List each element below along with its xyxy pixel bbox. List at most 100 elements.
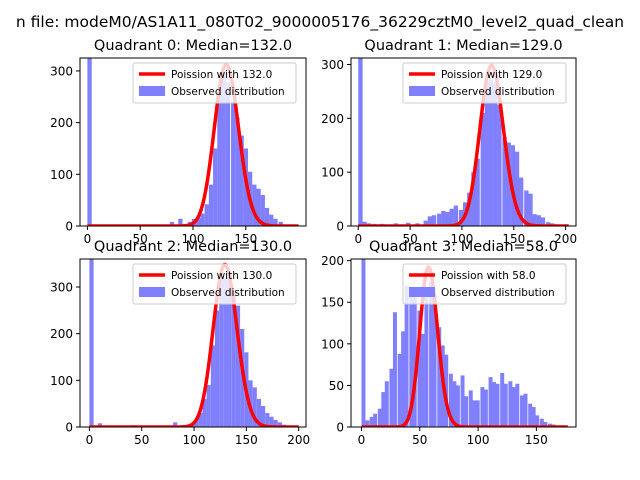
histogram-bar	[497, 104, 502, 226]
legend-patch-swatch	[409, 86, 435, 96]
poisson-curve	[86, 62, 300, 226]
x-tick-label: 50	[412, 433, 427, 447]
histogram-bar	[488, 377, 493, 427]
histogram-bar	[89, 259, 94, 427]
y-tick-label: 300	[50, 281, 73, 295]
histogram-bar	[196, 217, 201, 226]
histogram-bar	[273, 218, 278, 226]
legend-patch-swatch	[139, 86, 165, 96]
histogram-bar	[208, 184, 214, 226]
legend-box	[402, 263, 567, 305]
axes-frame	[350, 57, 577, 227]
histogram-bar	[381, 392, 386, 427]
histogram-bar	[424, 297, 429, 427]
legend-box	[132, 62, 297, 104]
subplot-2: 0 50 100 150 200 0 100 200 300 Poission with 130.…	[50, 239, 310, 447]
histogram-bar	[508, 381, 513, 427]
histogram-bar	[515, 383, 520, 427]
histogram-bar	[518, 177, 524, 226]
histogram-bar	[256, 188, 261, 226]
histogram-bar	[361, 259, 366, 427]
histogram-bar	[223, 278, 228, 427]
histogram-bar	[87, 58, 92, 226]
histogram-bar	[217, 91, 222, 226]
histogram-bar	[471, 172, 476, 226]
histogram-bar	[460, 375, 465, 427]
x-tick-label: 200	[554, 232, 577, 246]
histogram-bar	[231, 291, 236, 427]
histogram-bar	[540, 217, 546, 226]
histogram-bar	[511, 387, 516, 427]
histogram-bar	[252, 184, 257, 226]
histogram-bar	[202, 399, 207, 427]
legend-label-observed: Observed distribution	[441, 86, 555, 98]
histogram-bar	[475, 158, 480, 226]
histogram-bar	[445, 212, 450, 226]
y-tick-label: 0	[65, 421, 73, 435]
x-tick-label: 150	[234, 232, 257, 246]
histogram-bar	[429, 281, 434, 427]
x-tick-label: 0	[84, 232, 92, 246]
histogram-bar	[448, 373, 453, 427]
subplot-title: Quadrant 3: Median=58.0	[369, 239, 558, 255]
histogram-bar	[210, 345, 215, 427]
histogram-bar	[252, 387, 257, 427]
legend-label-poisson: Poission with 58.0	[441, 270, 536, 282]
histogram-bar	[369, 417, 374, 427]
histogram-bar	[420, 333, 425, 427]
histogram-bar	[278, 221, 283, 226]
x-tick-label: 150	[525, 433, 548, 447]
subplot-title: Quadrant 1: Median=129.0	[364, 38, 562, 54]
histogram-bar	[423, 220, 428, 226]
subplot-3: 0 50 100 150 0 50 100 150 200 Poission with 58.0 O…	[321, 239, 577, 447]
histogram-bar	[225, 82, 231, 226]
histogram-bar	[464, 396, 469, 427]
histogram-bar	[480, 112, 485, 226]
y-tick-label: 100	[321, 337, 344, 351]
histogram-bar	[213, 148, 218, 226]
histogram-bar	[273, 420, 278, 427]
subplot-title: Quadrant 0: Median=132.0	[94, 38, 292, 54]
histogram-bar	[427, 216, 433, 226]
y-tick-label: 100	[50, 374, 73, 388]
legend-label-observed: Observed distribution	[171, 287, 285, 299]
histogram-bar	[432, 293, 437, 427]
histogram-bar	[503, 383, 508, 427]
histogram-bar	[449, 208, 454, 226]
histogram-bar	[373, 413, 378, 427]
histogram-bar	[532, 214, 537, 226]
histogram-bar	[493, 83, 498, 226]
histogram-bar	[235, 117, 240, 226]
histogram-bar	[472, 400, 477, 427]
x-tick-label: 100	[183, 433, 206, 447]
histogram-bar	[458, 209, 464, 226]
histogram-bar	[480, 387, 485, 427]
x-tick-label: 0	[86, 433, 94, 447]
histogram-bar	[520, 395, 525, 427]
histogram-bar	[269, 416, 274, 427]
y-tick-label: 0	[336, 220, 344, 234]
y-tick-label: 300	[50, 64, 73, 78]
histogram-bar	[444, 354, 449, 427]
x-tick-label: 0	[354, 232, 362, 246]
histogram-bar	[194, 420, 199, 427]
histogram-bar	[169, 221, 175, 226]
histogram-bar	[492, 382, 497, 427]
histogram-bar	[264, 207, 270, 226]
x-tick-label: 100	[467, 433, 490, 447]
histogram-bar	[365, 420, 370, 427]
histogram-bar	[97, 423, 102, 427]
y-tick-label: 100	[321, 166, 344, 180]
histogram-bar	[431, 215, 437, 226]
legend-box	[402, 62, 567, 104]
histogram-bar	[409, 295, 414, 427]
histogram-bar	[523, 393, 528, 427]
histogram-bar	[404, 285, 409, 427]
legend-label-observed: Observed distribution	[441, 287, 555, 299]
histogram-bar	[384, 381, 389, 427]
x-tick-label: 100	[182, 232, 205, 246]
histogram-bar	[265, 413, 270, 427]
histogram-bar	[484, 81, 490, 226]
histogram-bar	[221, 70, 226, 226]
histogram-bar	[467, 192, 472, 226]
